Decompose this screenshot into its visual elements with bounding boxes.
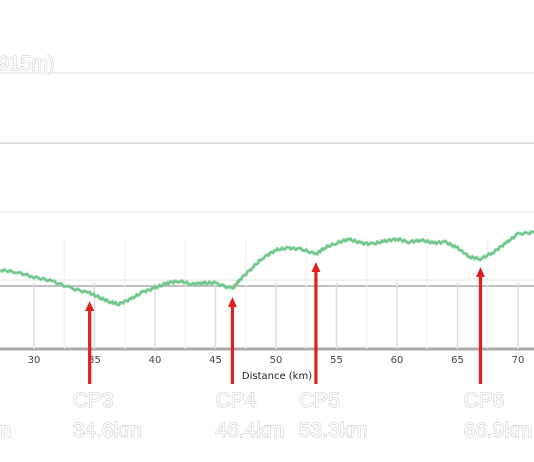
checkpoint-arrow [227, 297, 237, 384]
area-layer [0, 230, 534, 307]
x-tick-label: 60 [391, 355, 404, 366]
checkpoint-name: CP4 [215, 389, 256, 412]
arrow-head [311, 262, 321, 272]
elevation-line-core [0, 231, 534, 306]
arrow-head [85, 301, 95, 311]
checkpoint-arrows [85, 262, 485, 384]
checkpoint-name: CP3 [73, 389, 114, 412]
checkpoint-name: CP6 [463, 389, 504, 412]
checkpoint-arrow [475, 267, 485, 384]
checkpoint-distance: 46.4km [215, 419, 284, 442]
x-tick-label: 40 [149, 355, 162, 366]
checkpoint-distance: 34.6km [73, 419, 142, 442]
checkpoint-distance: 66.9km [463, 419, 532, 442]
x-tick-label: 65 [451, 355, 464, 366]
x-tick-label: 30 [28, 355, 41, 366]
x-tick-label: 70 [512, 355, 525, 366]
arrow-head [227, 297, 237, 307]
x-tick-label: 45 [209, 355, 222, 366]
x-tick-label: 50 [270, 355, 283, 366]
x-tick-label: 35 [88, 355, 101, 366]
x-tick-labels: 30 35 40 45 50 55 60 65 70 [28, 355, 525, 366]
checkpoint-arrow [311, 262, 321, 384]
elevation-line [0, 230, 534, 307]
x-tick-label: 55 [330, 355, 343, 366]
checkpoint-name: CP5 [299, 389, 340, 412]
corner-unit-label: m [0, 419, 12, 442]
vertical-grid [33, 240, 519, 349]
checkpoint-arrow [85, 301, 95, 384]
checkpoint-labels: CP3 34.6km CP4 46.4km CP5 53.3km CP6 66.9km [72, 388, 533, 442]
checkpoint-distance: 53.3km [299, 419, 368, 442]
arrow-head [475, 267, 485, 277]
x-axis-label: Distance (km) [242, 371, 312, 382]
top-note: 915m) [0, 53, 55, 75]
